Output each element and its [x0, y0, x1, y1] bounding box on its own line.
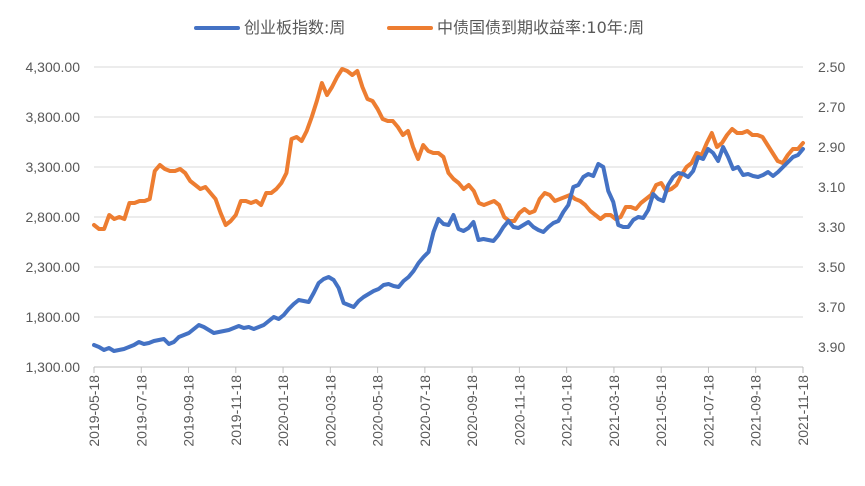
series-line-0	[92, 145, 805, 353]
x-axis-ticks: 2019-05-18 2019-07-18 2019-09-18 2019-11-18…	[86, 366, 811, 447]
x-tick-label: 2020-07-18	[417, 375, 433, 447]
legend-label-cyb: 创业板指数:周	[244, 18, 345, 37]
right-tick-label: 3.70	[818, 299, 845, 315]
left-tick-label: 4,300.00	[26, 59, 81, 75]
right-axis-ticks: 2.50 2.70 2.90 3.10 3.30 3.50 3.70 3.90	[818, 59, 845, 355]
left-tick-label: 1,800.00	[26, 309, 81, 325]
left-tick-label: 2,300.00	[26, 259, 81, 275]
x-tick-label: 2020-09-18	[464, 375, 480, 447]
right-tick-label: 3.30	[818, 219, 845, 235]
legend: 创业板指数:周 中债国债到期收益率:10年:周	[194, 18, 644, 37]
left-tick-label: 3,300.00	[26, 159, 81, 175]
right-tick-label: 3.50	[818, 259, 845, 275]
x-tick-label: 2020-01-18	[275, 375, 291, 447]
x-tick-label: 2019-11-18	[228, 375, 244, 446]
x-tick-label: 2019-05-18	[86, 375, 102, 447]
right-tick-label: 2.50	[818, 59, 845, 75]
x-tick-label: 2020-05-18	[370, 375, 386, 447]
x-tick-label: 2021-03-18	[606, 375, 622, 447]
x-tick-label: 2019-09-18	[181, 375, 197, 447]
legend-label-bond: 中债国债到期收益率:10年:周	[437, 18, 644, 37]
x-tick-label: 2021-07-18	[700, 375, 716, 447]
x-tick-label: 2021-11-18	[795, 375, 811, 446]
right-tick-label: 2.70	[818, 99, 845, 115]
x-tick-label: 2021-01-18	[559, 375, 575, 447]
right-tick-label: 2.90	[818, 139, 845, 155]
left-tick-label: 1,300.00	[26, 359, 81, 375]
series-line-1	[92, 67, 805, 231]
left-tick-label: 3,800.00	[26, 109, 81, 125]
x-tick-label: 2020-11-18	[511, 375, 527, 446]
right-tick-label: 3.90	[818, 339, 845, 355]
left-tick-label: 2,800.00	[26, 209, 81, 225]
series-lines	[92, 67, 805, 353]
gridlines	[94, 66, 803, 368]
left-axis-ticks: 1,300.00 1,800.00 2,300.00 2,800.00 3,300.00…	[26, 59, 81, 375]
right-tick-label: 3.10	[818, 179, 845, 195]
x-tick-label: 2021-09-18	[748, 375, 764, 447]
x-tick-label: 2021-05-18	[653, 375, 669, 447]
x-tick-label: 2020-03-18	[322, 375, 338, 447]
x-tick-label: 2019-07-18	[133, 375, 149, 447]
